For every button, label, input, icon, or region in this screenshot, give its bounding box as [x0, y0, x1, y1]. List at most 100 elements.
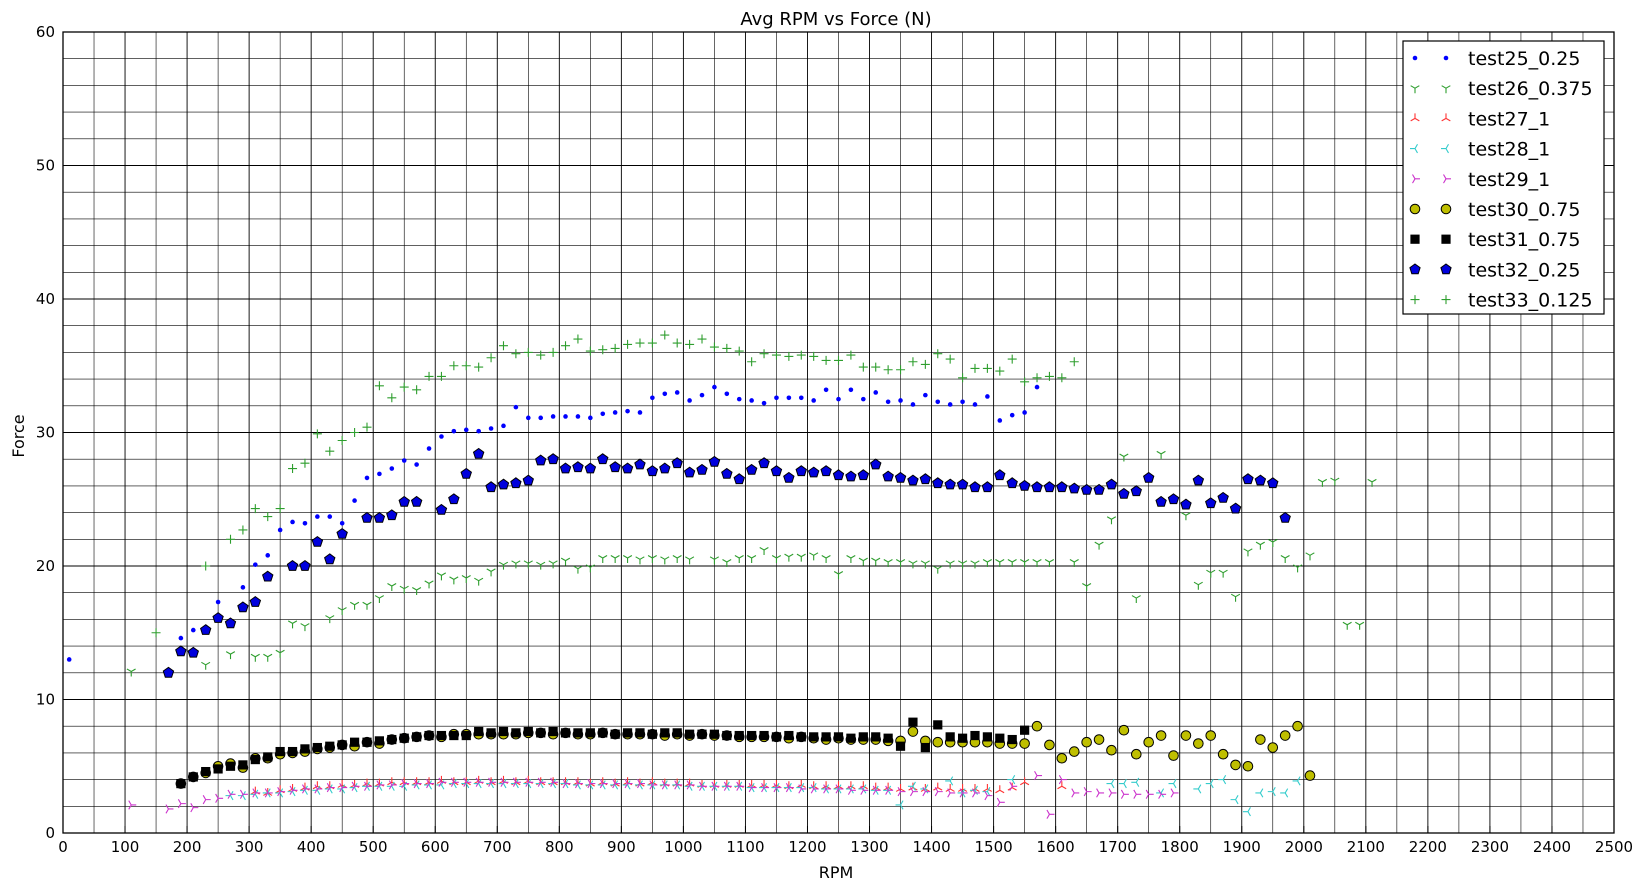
data-point [861, 396, 866, 402]
data-point [1044, 739, 1055, 751]
data-point [573, 728, 583, 738]
data-point [1143, 736, 1154, 748]
data-point [277, 527, 283, 533]
data-point [265, 553, 271, 558]
data-point [412, 587, 422, 596]
data-point [759, 730, 769, 741]
data-point [897, 787, 906, 797]
data-point [1218, 774, 1227, 785]
data-point [1193, 784, 1202, 794]
data-point [239, 789, 248, 799]
data-point [736, 396, 742, 402]
data-point [1205, 730, 1217, 741]
legend-marker [1410, 85, 1420, 94]
data-point [1180, 730, 1192, 741]
data-point [548, 560, 558, 569]
data-point [845, 470, 857, 482]
data-point [847, 785, 856, 795]
data-point [1205, 778, 1214, 789]
data-point [598, 345, 608, 355]
x-tick-label: 800 [545, 838, 574, 856]
data-point [312, 742, 322, 753]
data-point [857, 469, 870, 481]
legend-label: test28_1 [1468, 139, 1550, 161]
data-point [550, 414, 556, 419]
data-point [511, 560, 521, 569]
data-point [1230, 795, 1239, 805]
y-tick-label: 0 [45, 824, 55, 842]
x-tick-label: 2400 [1533, 838, 1571, 856]
data-point [646, 465, 659, 477]
data-point [712, 384, 717, 390]
data-point [585, 564, 595, 573]
data-point [501, 423, 506, 429]
data-point [399, 382, 409, 392]
data-point [922, 787, 931, 797]
data-point [722, 730, 732, 741]
data-point [846, 733, 856, 743]
data-point [362, 737, 372, 747]
data-point [1082, 583, 1092, 592]
data-point [972, 788, 980, 798]
data-point [920, 359, 930, 369]
legend-marker [1443, 174, 1451, 184]
data-point [511, 349, 521, 359]
data-point [398, 495, 410, 507]
data-point [636, 778, 645, 789]
data-point [957, 788, 966, 798]
data-point [474, 726, 484, 737]
data-point [587, 778, 596, 789]
data-point [783, 783, 792, 793]
data-point [907, 474, 919, 486]
data-point [485, 481, 497, 493]
x-tick-label: 2300 [1471, 838, 1509, 856]
data-point [1020, 777, 1030, 786]
data-point [1118, 487, 1130, 499]
data-point [1057, 373, 1067, 383]
data-point [1242, 807, 1251, 817]
data-point [696, 463, 708, 475]
data-point [910, 402, 916, 407]
series-test25_0.25 [66, 384, 1040, 662]
data-point [1267, 742, 1279, 753]
data-point [162, 666, 175, 678]
data-point [314, 784, 323, 794]
data-point [747, 357, 757, 367]
data-point [1022, 410, 1027, 415]
data-point [165, 804, 174, 814]
data-point [250, 754, 260, 765]
data-point [1108, 788, 1117, 798]
data-point [525, 777, 534, 787]
data-point [685, 729, 695, 739]
data-point [300, 458, 310, 468]
data-point [412, 732, 422, 742]
data-point [984, 791, 993, 801]
data-point [846, 350, 856, 360]
data-point [1007, 774, 1016, 785]
data-point [1218, 569, 1228, 578]
data-point [770, 465, 783, 477]
data-point [832, 469, 845, 481]
data-point [249, 595, 262, 607]
data-point [1106, 516, 1117, 525]
x-tick-label: 0 [58, 838, 68, 856]
data-point [957, 560, 968, 569]
data-point [625, 408, 630, 414]
data-point [548, 726, 558, 737]
data-point [1342, 621, 1352, 630]
data-point [1130, 485, 1142, 497]
data-point [796, 553, 806, 562]
data-point [947, 788, 956, 798]
data-point [858, 557, 868, 566]
data-point [128, 800, 137, 810]
data-point [1118, 724, 1130, 736]
data-point [995, 785, 1005, 794]
data-point [1043, 481, 1056, 493]
data-point [510, 477, 522, 489]
data-point [352, 498, 357, 503]
data-point [349, 737, 360, 747]
data-point [858, 362, 868, 372]
data-point [300, 623, 310, 632]
data-point [1168, 750, 1179, 761]
data-point [699, 392, 705, 398]
